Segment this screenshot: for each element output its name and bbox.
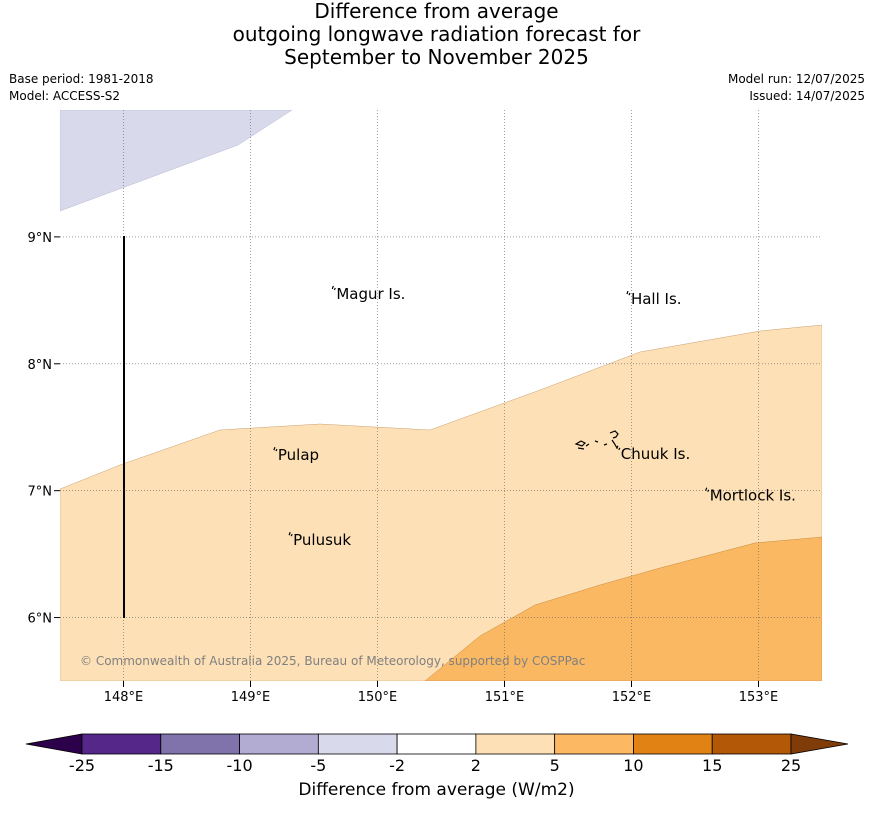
lat-ticks: 9°N 8°N 7°N 6°N [28, 231, 60, 627]
lat-tick-label: 8°N [28, 358, 53, 373]
title-line-3: September to November 2025 [284, 45, 589, 69]
title-line-1: Difference from average [314, 0, 559, 23]
colorbar-bin [81, 733, 162, 755]
colorbar-tick-label: -10 [226, 756, 252, 775]
place-label: Pulusuk [293, 531, 351, 549]
colorbar-extend-high [790, 733, 849, 755]
island-mark [273, 446, 278, 452]
colorbar-tick-label: 15 [702, 756, 722, 775]
place-label: Mortlock Is. [710, 487, 796, 505]
model-name: Model: ACCESS-S2 [9, 89, 121, 103]
island-mark [705, 487, 710, 493]
lon-tick-label: 149°E [231, 690, 271, 705]
colorbar-tick-label: 5 [550, 756, 560, 775]
chuuk-lagoon-islands [574, 430, 619, 450]
island-mark [288, 531, 293, 537]
colorbar-tick-label: 10 [623, 756, 643, 775]
place-label: Hall Is. [631, 290, 682, 308]
place-labels: Magur Is. Hall Is. Pulap Chuuk Is. Mortlock … [273, 285, 796, 549]
region-5-to-10 [424, 536, 822, 681]
meta-left: Base period: 1981-2018 Model: ACCESS-S2 [9, 71, 154, 105]
colorbar-tick-label: -15 [148, 756, 174, 775]
lat-tick-label: 9°N [28, 231, 53, 246]
lat-tick-label: 7°N [28, 485, 53, 500]
lon-ticks: 148°E 149°E 150°E 151°E 152°E 153°E [104, 681, 779, 705]
colorbar-bin [317, 733, 398, 755]
meta-right: Model run: 12/07/2025 Issued: 14/07/2025 [728, 71, 865, 105]
colorbar-bin [475, 733, 556, 755]
island-mark [331, 285, 336, 291]
island-mark [626, 290, 631, 296]
colorbar-tick-label: -25 [69, 756, 95, 775]
base-period: Base period: 1981-2018 [9, 72, 154, 86]
copyright-notice: © Commonwealth of Australia 2025, Bureau… [80, 654, 585, 668]
colorbar-label: Difference from average (W/m2) [298, 780, 575, 800]
colorbar-tick-label: 2 [471, 756, 481, 775]
colorbar-extend-low [25, 733, 83, 755]
colorbar-tick-label: 25 [781, 756, 801, 775]
place-label: Magur Is. [336, 285, 405, 303]
colorbar-bin [633, 733, 713, 755]
lon-tick-label: 151°E [485, 690, 525, 705]
lon-tick-label: 153°E [739, 690, 779, 705]
colorbar-bin [396, 733, 477, 755]
lat-tick-label: 6°N [28, 612, 53, 627]
island-marks [574, 430, 619, 450]
place-label: Pulap [278, 446, 319, 464]
lon-tick-label: 148°E [104, 690, 144, 705]
colorbar-bin [711, 733, 792, 755]
place-label: Chuuk Is. [621, 445, 690, 463]
title-line-2: outgoing longwave radiation forecast for [232, 22, 641, 46]
lon-tick-label: 152°E [612, 690, 652, 705]
region-neg5-to-neg2 [60, 110, 293, 212]
model-run: Model run: 12/07/2025 [727, 72, 865, 86]
lon-tick-label: 150°E [358, 690, 398, 705]
colorbar-bin [239, 733, 319, 755]
issued-date: Issued: 14/07/2025 [749, 89, 865, 103]
colorbar-bin [554, 733, 634, 755]
colorbar: -25 -15 -10 -5 -2 2 5 10 15 25 [25, 733, 849, 775]
colorbar-tick-label: -2 [389, 756, 405, 775]
chart-title: Difference from average outgoing longwav… [0, 0, 873, 69]
island-mark [616, 445, 621, 451]
colorbar-tick-label: -5 [310, 756, 326, 775]
colorbar-bin [160, 733, 240, 755]
